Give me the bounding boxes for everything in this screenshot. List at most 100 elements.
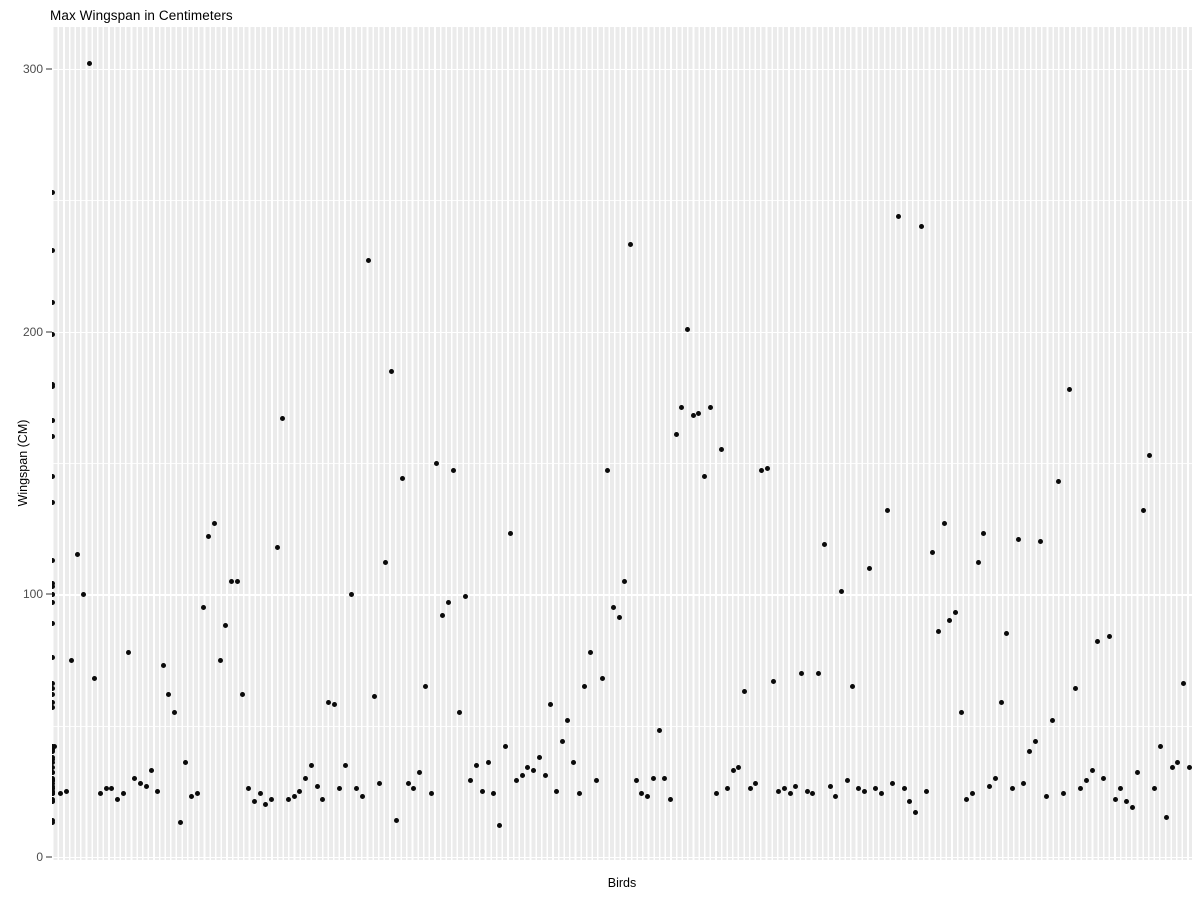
data-point bbox=[1015, 536, 1021, 542]
data-point bbox=[559, 738, 565, 744]
data-point bbox=[58, 791, 64, 797]
data-point bbox=[149, 767, 155, 773]
data-point bbox=[816, 670, 822, 676]
data-point bbox=[52, 583, 55, 589]
data-point bbox=[86, 61, 92, 67]
data-point bbox=[52, 381, 55, 387]
data-point bbox=[462, 594, 468, 600]
data-point bbox=[52, 746, 55, 752]
data-point bbox=[474, 762, 480, 768]
data-point bbox=[861, 788, 867, 794]
data-point bbox=[525, 765, 531, 771]
data-point bbox=[52, 557, 55, 563]
data-point bbox=[742, 689, 748, 695]
data-point bbox=[468, 778, 474, 784]
data-point bbox=[747, 786, 753, 792]
data-point bbox=[1021, 780, 1027, 786]
data-point bbox=[599, 675, 605, 681]
data-point bbox=[1004, 631, 1010, 637]
data-point bbox=[1106, 633, 1112, 639]
data-point bbox=[303, 775, 309, 781]
data-point bbox=[1009, 786, 1015, 792]
data-point bbox=[451, 468, 457, 474]
data-point bbox=[52, 581, 55, 587]
data-point bbox=[52, 599, 55, 605]
data-point bbox=[685, 326, 691, 332]
data-point bbox=[52, 775, 55, 781]
page-title: Max Wingspan in Centimeters bbox=[50, 8, 233, 23]
x-axis-label: Birds bbox=[607, 876, 637, 890]
data-point bbox=[553, 788, 559, 794]
data-point bbox=[679, 405, 685, 411]
data-point bbox=[52, 799, 55, 805]
data-point bbox=[166, 691, 172, 697]
data-point bbox=[439, 612, 445, 618]
data-point bbox=[970, 791, 976, 797]
data-point bbox=[92, 675, 98, 681]
data-point bbox=[189, 794, 195, 800]
data-point bbox=[52, 384, 55, 390]
data-point bbox=[975, 560, 981, 566]
data-point bbox=[696, 410, 702, 416]
data-point bbox=[434, 460, 440, 466]
data-point bbox=[719, 447, 725, 453]
data-point bbox=[650, 775, 656, 781]
data-point bbox=[724, 786, 730, 792]
data-point bbox=[109, 786, 115, 792]
data-point bbox=[804, 788, 810, 794]
data-point bbox=[1101, 775, 1107, 781]
data-point bbox=[297, 788, 303, 794]
data-point bbox=[827, 783, 833, 789]
data-point bbox=[234, 578, 240, 584]
data-point bbox=[799, 670, 805, 676]
data-point bbox=[360, 794, 366, 800]
data-point bbox=[1118, 786, 1124, 792]
data-point bbox=[1027, 749, 1033, 755]
y-axis-tick-label: 100 bbox=[22, 587, 43, 602]
data-point bbox=[884, 507, 890, 513]
data-point bbox=[263, 801, 269, 807]
data-point bbox=[143, 783, 149, 789]
data-point bbox=[787, 791, 793, 797]
data-point bbox=[115, 796, 121, 802]
data-point bbox=[924, 788, 930, 794]
y-axis-tick-label: 300 bbox=[22, 62, 43, 76]
data-point bbox=[69, 657, 75, 663]
data-point bbox=[52, 765, 55, 771]
data-point bbox=[52, 499, 55, 505]
data-point bbox=[52, 791, 55, 797]
data-point bbox=[417, 770, 423, 776]
data-point bbox=[240, 691, 246, 697]
data-point bbox=[491, 791, 497, 797]
data-point bbox=[411, 786, 417, 792]
data-point bbox=[280, 415, 286, 421]
data-point bbox=[605, 468, 611, 474]
data-point bbox=[52, 434, 55, 440]
data-point bbox=[377, 780, 383, 786]
data-point bbox=[964, 796, 970, 802]
data-point bbox=[325, 699, 331, 705]
data-point bbox=[736, 765, 742, 771]
data-point bbox=[1095, 639, 1101, 645]
data-point bbox=[633, 778, 639, 784]
data-point bbox=[565, 717, 571, 723]
data-point bbox=[52, 754, 55, 760]
data-point bbox=[616, 615, 622, 621]
data-point bbox=[320, 796, 326, 802]
data-point bbox=[1049, 717, 1055, 723]
data-point bbox=[1163, 815, 1169, 821]
data-point bbox=[1038, 539, 1044, 545]
data-point bbox=[895, 213, 901, 219]
data-point bbox=[1158, 744, 1164, 750]
data-point bbox=[1180, 681, 1186, 687]
data-point bbox=[229, 578, 235, 584]
data-point bbox=[52, 744, 55, 750]
data-point bbox=[405, 780, 411, 786]
data-point bbox=[536, 754, 542, 760]
data-point bbox=[52, 780, 55, 786]
data-point bbox=[217, 657, 223, 663]
data-point bbox=[764, 465, 770, 471]
data-point bbox=[873, 786, 879, 792]
data-point bbox=[137, 780, 143, 786]
data-point bbox=[382, 560, 388, 566]
